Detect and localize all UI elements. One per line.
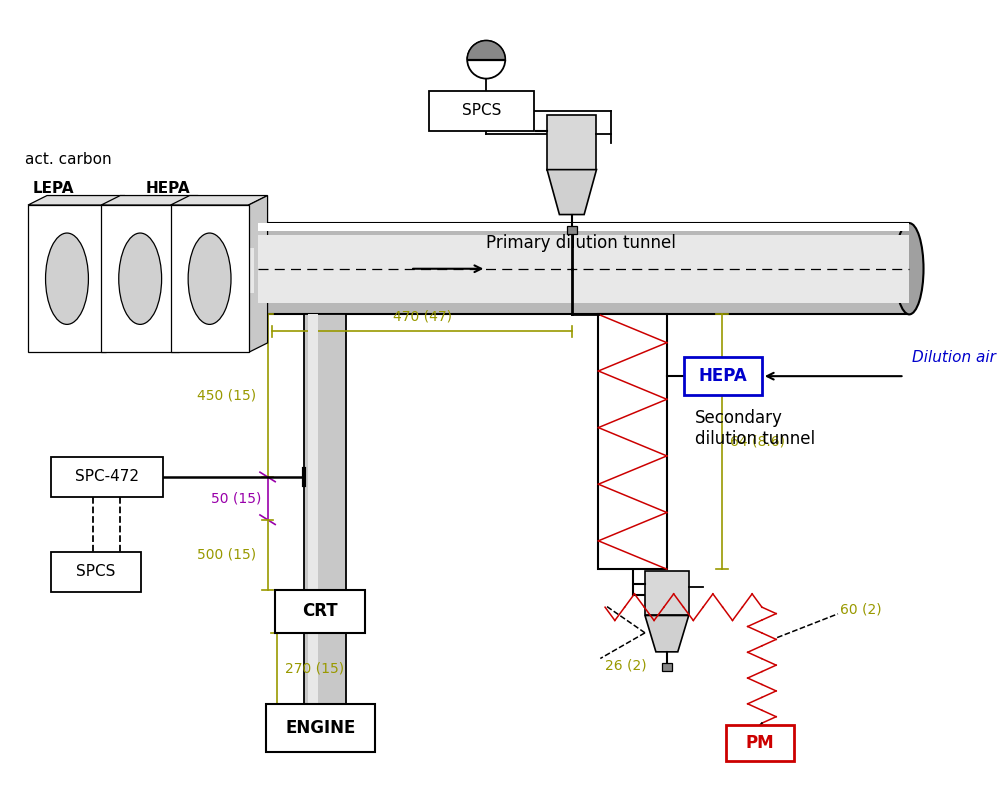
Bar [304, 314, 345, 704]
Text: 270 (15): 270 (15) [285, 662, 344, 676]
Bar [51, 457, 163, 497]
Text: 64 (8.6): 64 (8.6) [728, 434, 784, 449]
Ellipse shape [188, 233, 230, 324]
Wedge shape [467, 41, 505, 60]
Text: 500 (15): 500 (15) [196, 548, 256, 562]
Bar [28, 205, 106, 352]
Text: Secondary
dilution tunnel: Secondary dilution tunnel [694, 409, 815, 448]
Text: CRT: CRT [303, 603, 338, 620]
Polygon shape [248, 195, 268, 352]
Bar [683, 357, 762, 395]
Text: SPCS: SPCS [461, 104, 501, 119]
Text: 60 (2): 60 (2) [839, 602, 881, 616]
Text: act. carbon: act. carbon [25, 152, 111, 167]
Text: ENGINE: ENGINE [285, 719, 355, 737]
Text: SPC-472: SPC-472 [75, 469, 138, 485]
Bar [598, 314, 666, 569]
Polygon shape [106, 195, 125, 352]
Bar [266, 704, 375, 752]
Bar [566, 226, 576, 234]
Polygon shape [258, 234, 909, 303]
Ellipse shape [118, 233, 161, 324]
Text: HEPA: HEPA [697, 367, 746, 385]
Bar [243, 248, 304, 293]
Polygon shape [258, 223, 909, 314]
Ellipse shape [45, 233, 88, 324]
Bar [101, 205, 179, 352]
Bar [546, 115, 596, 170]
Circle shape [467, 41, 505, 79]
Bar [429, 91, 533, 131]
Polygon shape [644, 615, 688, 652]
Bar [275, 590, 365, 633]
Bar [309, 314, 318, 704]
Polygon shape [101, 195, 198, 205]
Text: LEPA: LEPA [33, 182, 74, 196]
Text: Dilution air: Dilution air [911, 350, 995, 365]
Bar [246, 248, 255, 293]
Text: 26 (2): 26 (2) [604, 658, 646, 673]
Polygon shape [170, 195, 268, 205]
Polygon shape [258, 223, 909, 230]
Ellipse shape [894, 223, 923, 314]
Bar [170, 205, 248, 352]
Text: HEPA: HEPA [145, 182, 189, 196]
Text: 470 (47): 470 (47) [392, 310, 451, 324]
Polygon shape [546, 170, 596, 214]
Text: SPCS: SPCS [76, 564, 115, 579]
Polygon shape [28, 195, 125, 205]
Bar [661, 663, 671, 671]
Text: PM: PM [744, 734, 774, 752]
Text: Primary dilution tunnel: Primary dilution tunnel [486, 234, 675, 252]
Polygon shape [179, 195, 198, 352]
Bar [644, 571, 688, 615]
Bar [51, 552, 141, 592]
Bar [725, 725, 794, 761]
Text: 450 (15): 450 (15) [196, 389, 256, 402]
Text: 50 (15): 50 (15) [211, 491, 262, 505]
